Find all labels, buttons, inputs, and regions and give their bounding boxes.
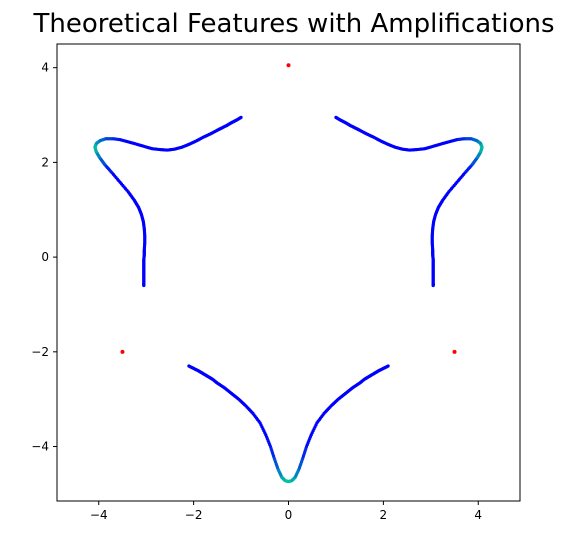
y-tick-label: 2 — [41, 155, 49, 169]
marker-point — [286, 63, 291, 68]
axes-frame — [56, 43, 521, 502]
x-tick-label: 2 — [380, 508, 388, 522]
x-tick-label: −4 — [90, 508, 108, 522]
chart-title: Theoretical Features with Amplifications — [32, 9, 554, 39]
marker-point — [120, 349, 125, 354]
curve-point — [239, 115, 243, 120]
curve-point — [334, 115, 338, 120]
y-axis: −4 −2 0 2 4 — [31, 61, 57, 454]
plot-area — [93, 63, 484, 484]
y-tick-label: 4 — [41, 61, 49, 75]
y-tick-label: −4 — [31, 440, 49, 454]
y-tick-label: −2 — [31, 345, 49, 359]
x-tick-label: −2 — [185, 508, 203, 522]
x-tick-label: 4 — [474, 508, 482, 522]
marker-point — [452, 349, 457, 354]
curve-point — [386, 364, 390, 368]
x-axis: −4 −2 0 2 4 — [90, 501, 482, 522]
x-tick-label: 0 — [285, 508, 293, 522]
y-tick-label: 0 — [41, 250, 49, 264]
